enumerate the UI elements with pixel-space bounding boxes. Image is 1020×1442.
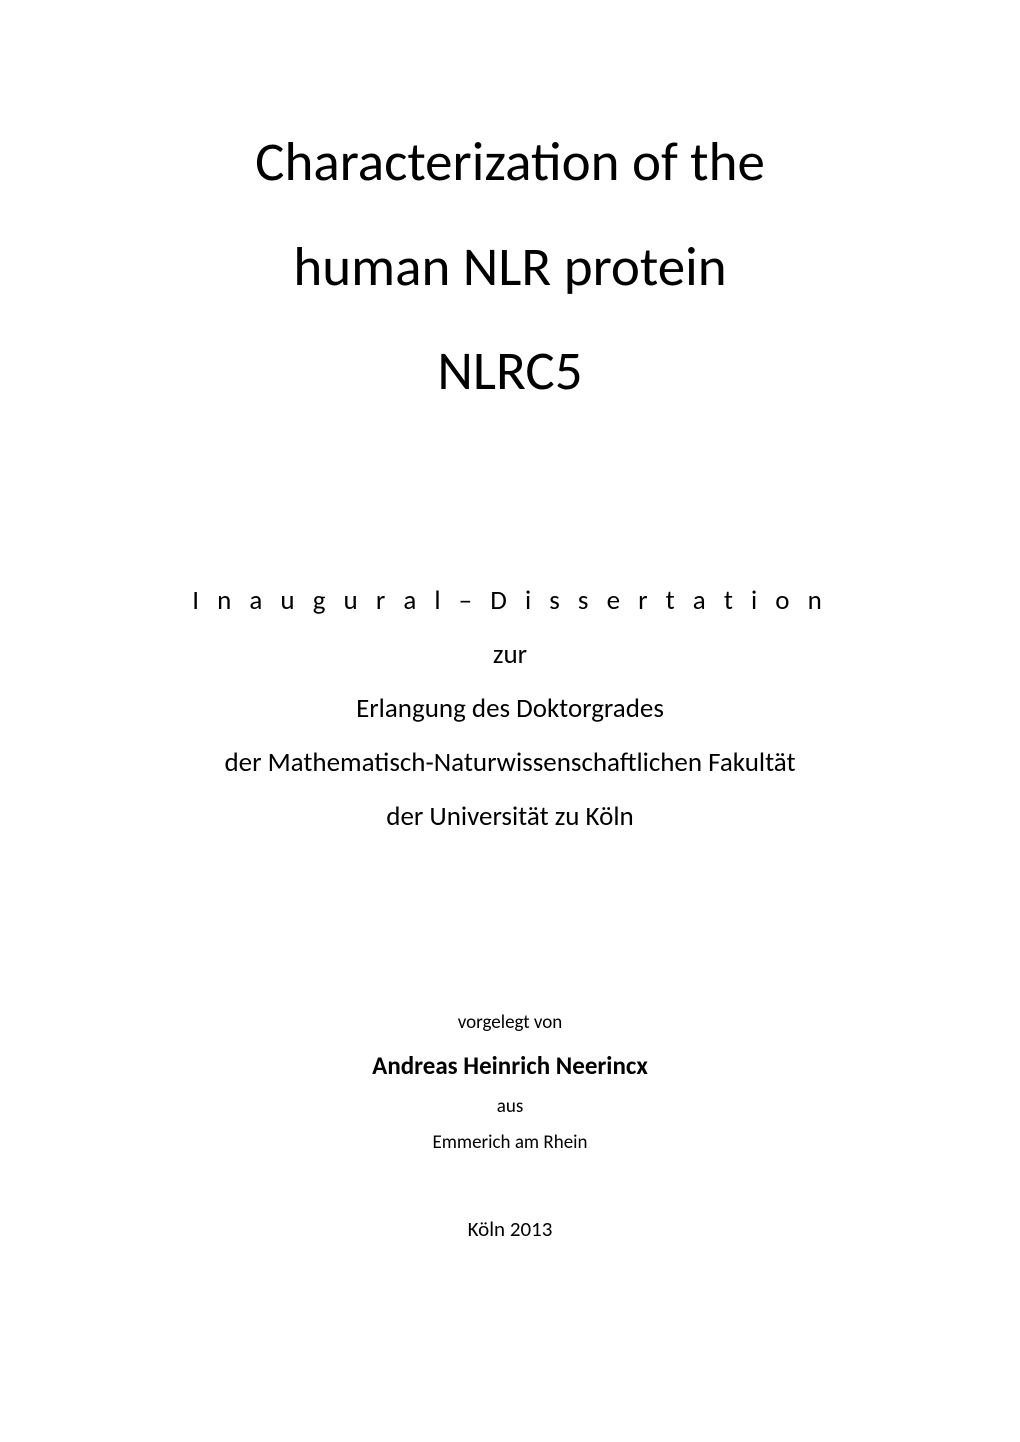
- author-place: Emmerich am Rhein: [372, 1125, 648, 1161]
- title-line-1: Characterization of the: [255, 110, 765, 215]
- title-line-2: human NLR protein: [255, 215, 765, 320]
- from-label: aus: [372, 1089, 648, 1125]
- inaugural-line: I n a u g u r a l – D i s s e r t a t i …: [192, 574, 828, 628]
- author-name: Andreas Heinrich Neerincx: [372, 1042, 648, 1090]
- presented-by: vorgelegt von: [372, 1004, 648, 1042]
- city-year: Köln 2013: [468, 1216, 553, 1242]
- footer-block: Köln 2013: [468, 1216, 553, 1242]
- author-block: vorgelegt von Andreas Heinrich Neerincx …: [372, 1004, 648, 1162]
- faculty-line: der Mathematisch-Naturwissenschaftlichen…: [192, 736, 828, 790]
- title-page: Characterization of the human NLR protei…: [0, 0, 1020, 1442]
- title-line-3: NLRC5: [255, 319, 765, 424]
- university-line: der Universität zu Köln: [192, 790, 828, 844]
- dissertation-subtitle: I n a u g u r a l – D i s s e r t a t i …: [192, 574, 828, 844]
- dissertation-title: Characterization of the human NLR protei…: [255, 110, 765, 424]
- erlangung-line: Erlangung des Doktorgrades: [192, 682, 828, 736]
- zur-line: zur: [192, 628, 828, 682]
